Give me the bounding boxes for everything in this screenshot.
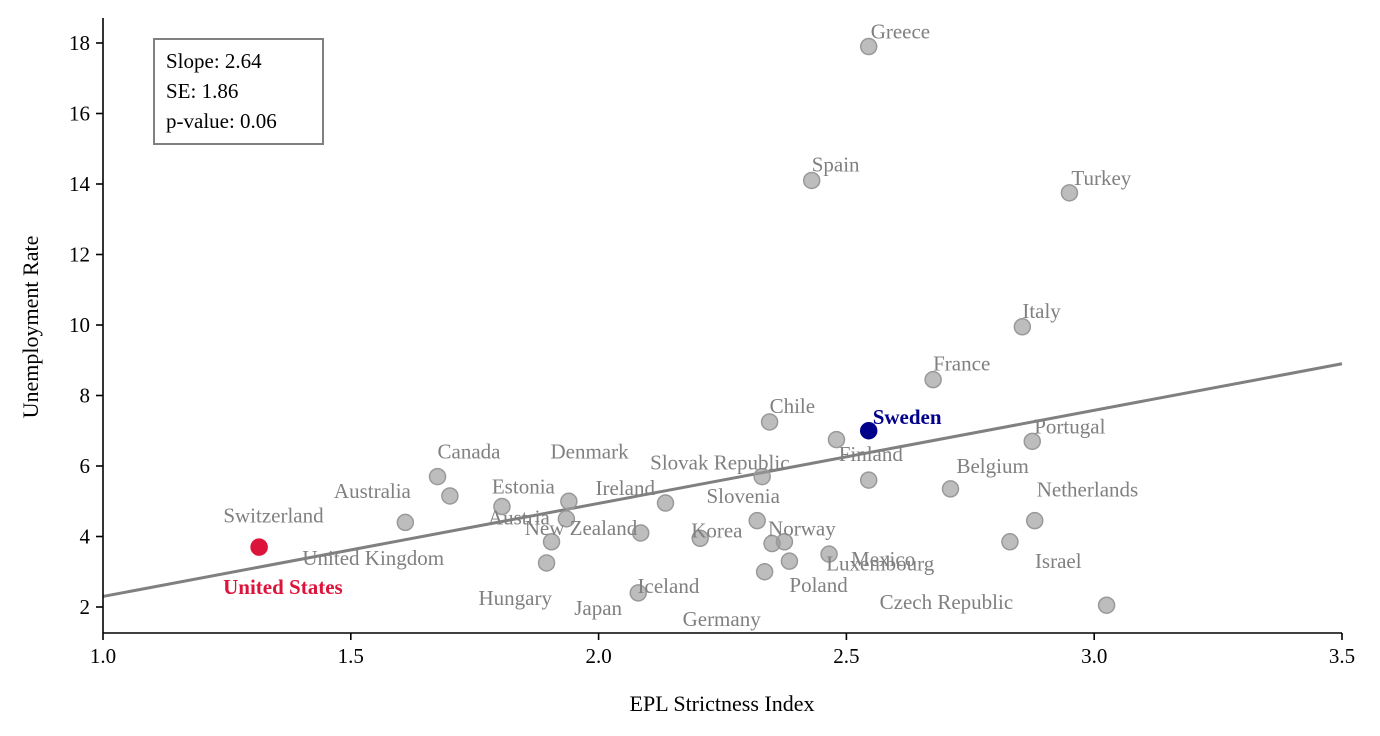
point-norway (763, 534, 781, 553)
x-tick-label: 2.0 (585, 644, 611, 668)
point-label-spain: Spain (812, 152, 860, 176)
x-tick-label: 1.0 (90, 644, 116, 668)
y-tick-label: 12 (69, 243, 90, 267)
point-poland (780, 552, 799, 570)
point-iceland (537, 554, 556, 572)
point-spain (802, 171, 821, 190)
y-tick-label: 4 (80, 525, 91, 549)
y-tick-label: 16 (69, 102, 90, 126)
point-label-new-zealand: New Zealand (525, 516, 638, 540)
point-labels-layer: Greece Spain Turkey Italy France Chile Sweden P… (223, 20, 1138, 632)
point-label-sweden: Sweden (873, 405, 942, 429)
point-label-turkey: Turkey (1071, 166, 1131, 190)
point-germany (1097, 596, 1116, 614)
point-label-estonia: Estonia (492, 474, 556, 498)
point-label-denmark: Denmark (550, 440, 629, 464)
point-sweden (859, 422, 878, 440)
y-tick-label: 8 (80, 384, 91, 408)
stats-se: SE: 1.86 (166, 79, 238, 103)
point-new-zealand (631, 524, 650, 542)
point-label-austria: Austria (488, 506, 551, 530)
point-label-canada: Canada (438, 440, 502, 464)
point-label-japan: Japan (574, 596, 622, 620)
y-tick-label: 14 (69, 172, 91, 196)
point-turkey (1060, 184, 1079, 202)
point-france (924, 370, 942, 389)
stats-slope: Slope: 2.64 (166, 49, 262, 73)
stats-box: Slope: 2.64 SE: 1.86 p-value: 0.06 (153, 38, 324, 145)
y-axis-title: Unemployment Rate (18, 236, 43, 419)
stats-box-frame (153, 38, 324, 145)
point-label-chile: Chile (770, 394, 816, 418)
point-denmark (827, 430, 846, 449)
point-chile (760, 413, 779, 431)
point-label-portugal: Portugal (1034, 414, 1105, 438)
point-label-norway: Norway (768, 517, 836, 541)
stats-p-value: p-value: 0.06 (166, 109, 277, 133)
point-canada (428, 467, 447, 486)
x-tick-label: 3.5 (1329, 644, 1355, 668)
point-label-finland: Finland (839, 442, 904, 466)
y-axis-ticks: 2 4 6 8 10 12 14 16 18 (69, 31, 103, 619)
x-tick-label: 3.0 (1081, 644, 1107, 668)
y-tick-label: 10 (69, 313, 90, 337)
point-label-mexico: Mexico (851, 547, 915, 571)
point-label-korea: Korea (691, 518, 743, 542)
axes: 1.0 1.5 2.0 2.5 3.0 3.5 2 4 6 8 10 12 14 16 18 EPL St… (18, 18, 1355, 716)
point-label-slovenia: Slovenia (706, 484, 780, 508)
point-label-poland: Poland (789, 573, 848, 597)
point-label-luxembourg: Luxembourg (826, 552, 935, 576)
point-label-greece: Greece (871, 20, 930, 44)
point-italy (1013, 318, 1032, 336)
y-tick-label: 6 (80, 454, 91, 478)
x-axis-title: EPL Strictness Index (630, 691, 815, 716)
point-label-united-kingdom: United Kingdom (302, 546, 444, 570)
point-label-belgium: Belgium (956, 454, 1028, 478)
point-hungary (542, 533, 561, 551)
point-korea (691, 529, 709, 548)
point-label-france: France (933, 352, 990, 376)
point-label-ireland: Ireland (596, 476, 656, 500)
point-australia (441, 487, 459, 505)
point-label-netherlands: Netherlands (1037, 478, 1138, 502)
point-label-slovak-republic: Slovak Republic (650, 451, 789, 475)
point-estonia (560, 492, 578, 510)
point-label-germany: Germany (683, 607, 762, 631)
y-tick-label: 18 (69, 31, 90, 55)
point-label-iceland: Iceland (638, 574, 700, 598)
point-label-australia: Australia (334, 479, 412, 503)
x-axis-ticks: 1.0 1.5 2.0 2.5 3.0 3.5 (90, 633, 1355, 668)
point-portugal (1023, 432, 1041, 451)
point-czech-republic (755, 563, 774, 581)
point-luxembourg (748, 511, 766, 530)
point-belgium (941, 480, 960, 498)
point-finland (859, 471, 878, 489)
point-ireland (656, 494, 675, 512)
point-label-israel: Israel (1035, 549, 1082, 573)
x-tick-label: 1.5 (338, 644, 364, 668)
regression-line-layer (102, 362, 1343, 598)
point-israel (1001, 533, 1019, 551)
regression-line (102, 362, 1343, 598)
point-label-switzerland: Switzerland (223, 503, 324, 527)
point-greece (859, 37, 878, 56)
point-label-hungary: Hungary (479, 586, 553, 610)
point-label-czech-republic: Czech Republic (880, 590, 1014, 614)
point-united-states (250, 538, 268, 556)
point-slovak-republic (753, 467, 771, 486)
point-label-united-states: United States (223, 575, 343, 599)
point-japan (629, 584, 647, 602)
point-label-italy: Italy (1022, 299, 1061, 323)
point-mexico (820, 545, 838, 563)
x-tick-label: 2.5 (833, 644, 859, 668)
point-united-kingdom (557, 510, 576, 528)
points-layer (250, 37, 1116, 614)
point-netherlands (1025, 511, 1044, 530)
y-tick-label: 2 (80, 595, 91, 619)
point-austria (493, 497, 511, 516)
point-switzerland (396, 513, 415, 532)
